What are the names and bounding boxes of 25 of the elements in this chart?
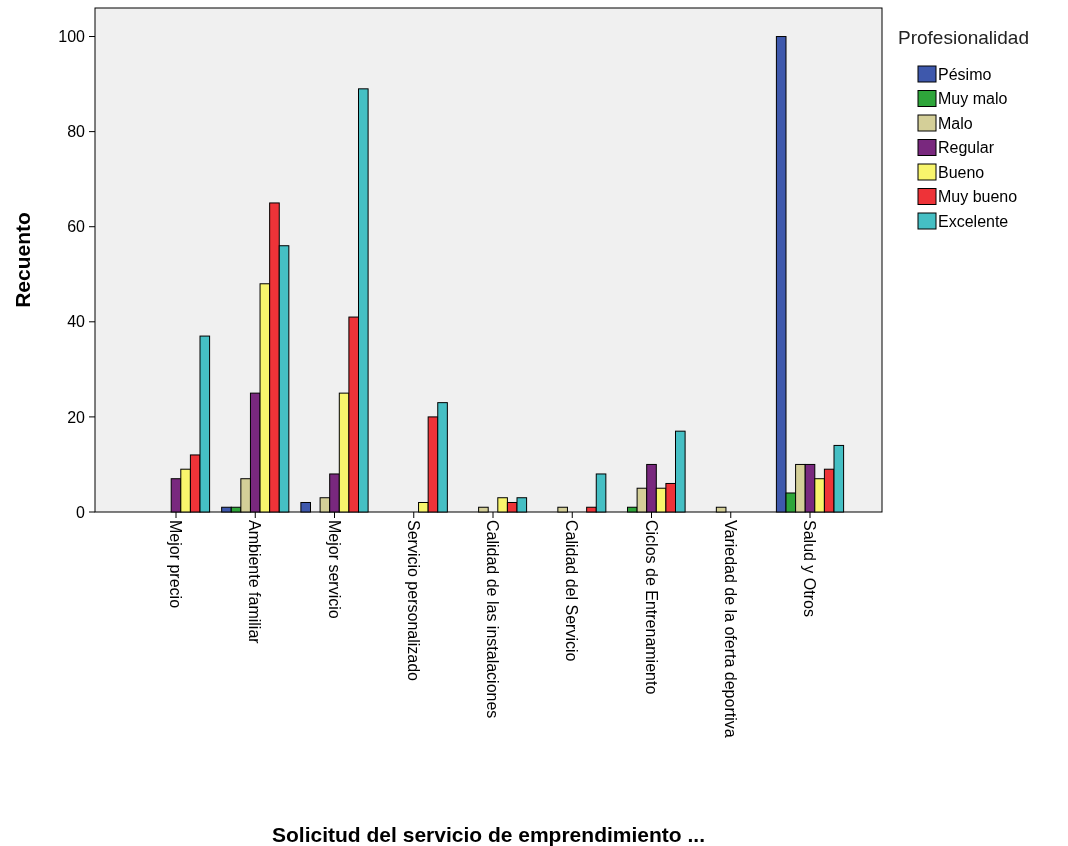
legend-label: Regular [938,139,995,157]
x-axis-title: Solicitud del servicio de emprendimiento ... [272,823,705,846]
x-tick-label: Mejor servicio [325,520,343,619]
y-axis-title: Recuento [11,212,34,308]
x-tick-label: Calidad del Servicio [563,520,581,662]
y-tick-label: 40 [67,313,86,331]
y-tick-label: 20 [67,408,86,426]
y-tick-label: 0 [76,503,86,521]
x-tick-label: Servicio personalizado [404,520,422,682]
y-tick-label: 80 [67,123,86,141]
legend-label: Bueno [938,163,985,181]
legend-title: Profesionalidad [898,27,1029,48]
x-tick-label: Calidad de las instalaciones [484,520,501,719]
legend-label: Pésimo [938,65,992,83]
legend-label: Muy bueno [938,188,1018,206]
y-tick-label: 60 [67,218,86,236]
legend-label: Muy malo [938,90,1008,108]
x-tick-label: Salud y Otros [801,520,818,617]
y-tick-label: 100 [58,28,86,46]
legend-label: Excelente [938,212,1009,230]
legend-label: Malo [938,114,973,132]
x-tick-label: Ambiente familiar [246,520,264,645]
x-tick-label: Variedad de la oferta deportiva [721,520,739,738]
x-tick-label: Ciclos de Entrenamiento [642,520,660,695]
x-tick-label: Mejor precio [167,520,184,609]
